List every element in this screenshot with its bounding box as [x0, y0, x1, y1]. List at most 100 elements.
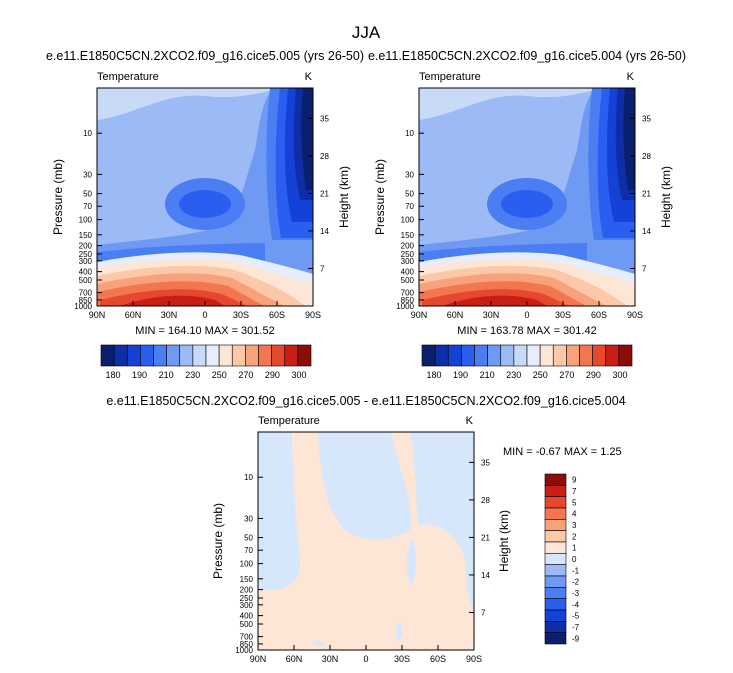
colorbar-diff-label: 7: [572, 487, 577, 496]
colorbar-diff-label: 3: [572, 521, 577, 530]
y2-tick-label: 21: [320, 189, 329, 198]
y-tick-label: 850: [79, 296, 93, 305]
colorbar-label: 210: [480, 370, 495, 380]
colorbar-box: [447, 344, 462, 367]
y2-tick-label: 7: [320, 264, 325, 273]
colorbar-box: [284, 344, 299, 367]
y-tick-label: 1000: [74, 302, 92, 311]
colorbar-1: 180 190 210 230 250 270 290 300: [100, 344, 312, 380]
colorbar-diff-box: [544, 575, 567, 588]
panel-diff-y-label: Pressure (mb): [211, 503, 225, 579]
colorbar-diff-label: 2: [572, 532, 577, 541]
y-tick-label: 150: [401, 231, 415, 240]
colorbar-diff-label: 1: [572, 544, 577, 553]
colorbar-diff-label: 9: [572, 476, 577, 485]
colorbar-box: [100, 344, 115, 367]
x-tick-label: 30S: [394, 654, 410, 664]
x-tick-label: 0: [363, 654, 368, 664]
x-tick-label: 90N: [411, 310, 428, 320]
panel-2: e.e11.E1850C5CN.2XCO2.f09_g16.cice5.004 …: [368, 49, 686, 337]
colorbar-label: 180: [426, 370, 441, 380]
y2-tick-label: 28: [642, 152, 651, 161]
colorbar-box: [126, 344, 141, 367]
y-tick-label: 100: [401, 216, 415, 225]
x-tick-label: 0: [524, 310, 529, 320]
colorbar-box: [205, 344, 220, 367]
colorbar-diff-label: -3: [572, 589, 580, 598]
y-tick-label: 10: [244, 473, 253, 482]
colorbar-label: 290: [586, 370, 601, 380]
y-tick-label: 1000: [235, 646, 253, 655]
y-tick-label: 400: [401, 268, 415, 277]
colorbar-box: [513, 344, 528, 367]
y2-tick-label: 14: [642, 227, 651, 236]
colorbar-diff-box: [544, 530, 567, 543]
y-tick-label: 30: [83, 170, 92, 179]
panel-diff-y2-label: Height (km): [497, 510, 511, 572]
colorbar-box: [113, 344, 128, 367]
x-tick-label: 90N: [89, 310, 106, 320]
colorbar-box: [566, 344, 580, 367]
colorbar-box: [526, 344, 541, 367]
colorbar-box: [192, 344, 207, 367]
panel-1-left-label: Temperature: [97, 71, 159, 83]
x-tick-label: 30N: [161, 310, 178, 320]
colorbar-box: [552, 344, 567, 367]
y-tick-label: 500: [401, 276, 415, 285]
colorbar-box: [539, 344, 554, 367]
y-tick-label: 50: [244, 534, 253, 543]
x-tick-label: 60N: [125, 310, 142, 320]
colorbar-box: [500, 344, 515, 367]
panel-1-contours: [97, 88, 313, 306]
x-tick-label: 30N: [322, 654, 339, 664]
panel-diff-right-label: K: [466, 415, 474, 427]
colorbar-box: [245, 344, 259, 367]
panel-2-contours: [419, 88, 635, 306]
y2-tick-label: 14: [320, 227, 329, 236]
y2-tick-label: 7: [481, 608, 486, 617]
colorbar-diff-label: -9: [572, 634, 580, 643]
y-tick-label: 10: [83, 129, 92, 138]
colorbar-box: [487, 344, 502, 367]
y-tick-label: 400: [240, 612, 254, 621]
colorbar-label: 300: [612, 370, 627, 380]
y-tick-label: 300: [79, 257, 93, 266]
colorbar-diff-label: 0: [572, 555, 577, 564]
colorbar-diff-label: 4: [572, 510, 577, 519]
colorbar-box: [258, 344, 272, 367]
y2-tick-label: 14: [481, 571, 490, 580]
y-tick-label: 50: [405, 190, 414, 199]
y2-tick-label: 21: [481, 533, 490, 542]
x-tick-label: 90S: [466, 654, 482, 664]
y2-tick-label: 35: [481, 458, 490, 467]
x-tick-label: 30S: [555, 310, 571, 320]
colorbar-label: 210: [159, 370, 174, 380]
colorbar-label: 190: [132, 370, 147, 380]
panel-1-title: e.e11.E1850C5CN.2XCO2.f09_g16.cice5.005 …: [46, 49, 364, 63]
colorbar-box: [218, 344, 233, 367]
y-tick-label: 400: [79, 268, 93, 277]
colorbar-diff-box: [544, 485, 567, 497]
y-tick-label: 10: [405, 129, 414, 138]
colorbar-diff-box: [544, 541, 567, 554]
y-tick-label: 200: [240, 586, 254, 595]
colorbar-diff-box: [544, 587, 567, 599]
colorbar-label: 250: [212, 370, 227, 380]
panel-2-stats: MIN = 163.78 MAX = 301.42: [457, 325, 596, 337]
y-tick-label: 150: [79, 231, 93, 240]
colorbar-label: 230: [185, 370, 200, 380]
y-tick-label: 700: [79, 289, 93, 298]
y-tick-label: 300: [240, 601, 254, 610]
panel-2-left-label: Temperature: [419, 71, 481, 83]
colorbar-2: 180 190 210 230 250 270 290 300: [421, 344, 633, 380]
y-tick-label: 1000: [396, 302, 414, 311]
colorbar-diff: 9 7 5 4 3 2 1 0 -1 -2 -3 -4 -5 -7 -9: [544, 473, 580, 645]
colorbar-box: [618, 344, 633, 367]
y-tick-label: 250: [240, 594, 254, 603]
y2-tick-label: 7: [642, 264, 647, 273]
panel-2-right-label: K: [627, 71, 635, 83]
y-tick-label: 250: [401, 250, 415, 259]
colorbar-box: [434, 344, 449, 367]
colorbar-label: 270: [559, 370, 574, 380]
y-tick-label: 850: [240, 640, 254, 649]
